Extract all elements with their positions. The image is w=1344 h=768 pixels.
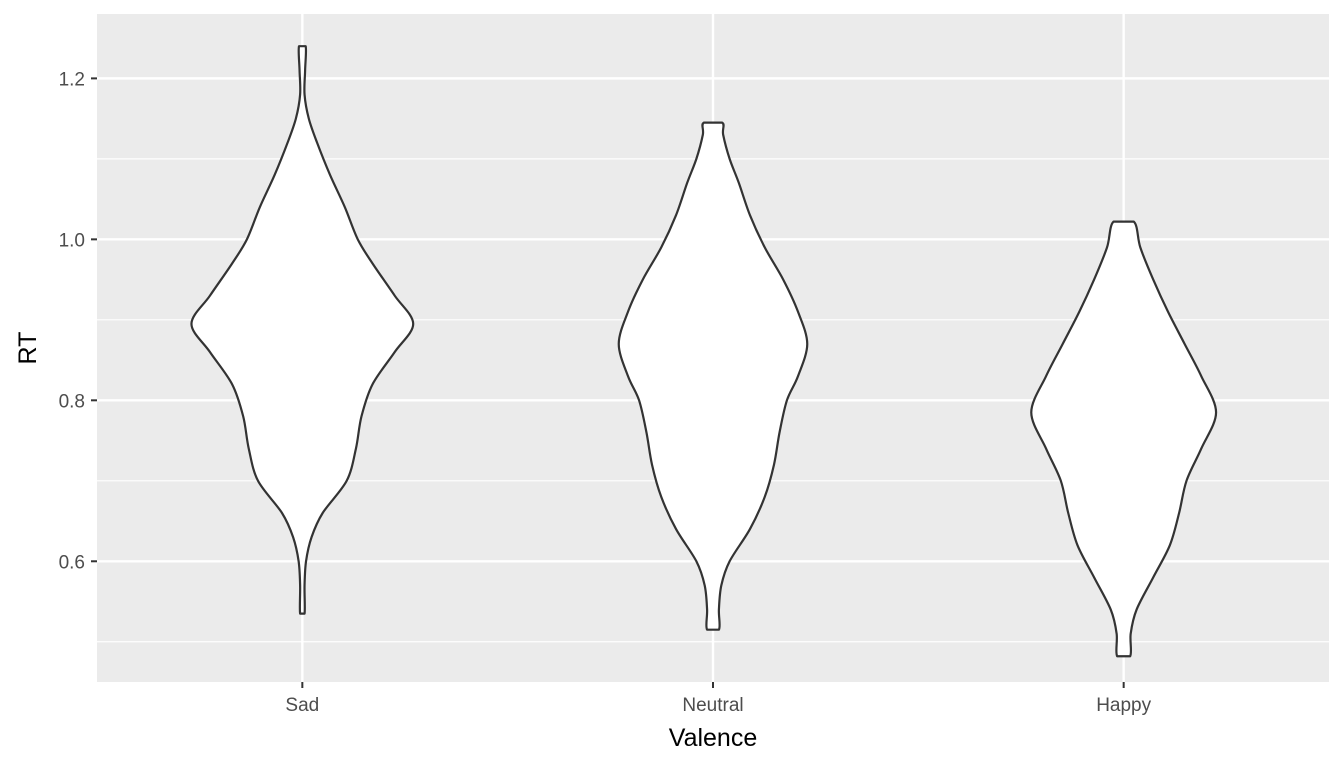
y-axis: 0.6 0.8 1.0 1.2 (59, 69, 97, 573)
y-tick-label: 1.2 (59, 69, 85, 90)
x-tick-label: Neutral (682, 695, 743, 716)
y-tick-label: 0.6 (59, 552, 85, 573)
y-tick-label: 1.0 (59, 230, 85, 251)
violin-sad (190, 45, 415, 615)
y-tick-label: 0.8 (59, 391, 85, 412)
x-axis: Sad Neutral Happy (285, 682, 1152, 716)
x-axis-title: Valence (669, 724, 758, 752)
x-tick-label: Happy (1096, 695, 1151, 716)
violin-neutral (617, 121, 809, 631)
y-axis-title: RT (14, 332, 42, 365)
violin-happy (1030, 220, 1218, 658)
x-tick-label: Sad (285, 695, 319, 716)
violins-layer (190, 45, 1218, 658)
